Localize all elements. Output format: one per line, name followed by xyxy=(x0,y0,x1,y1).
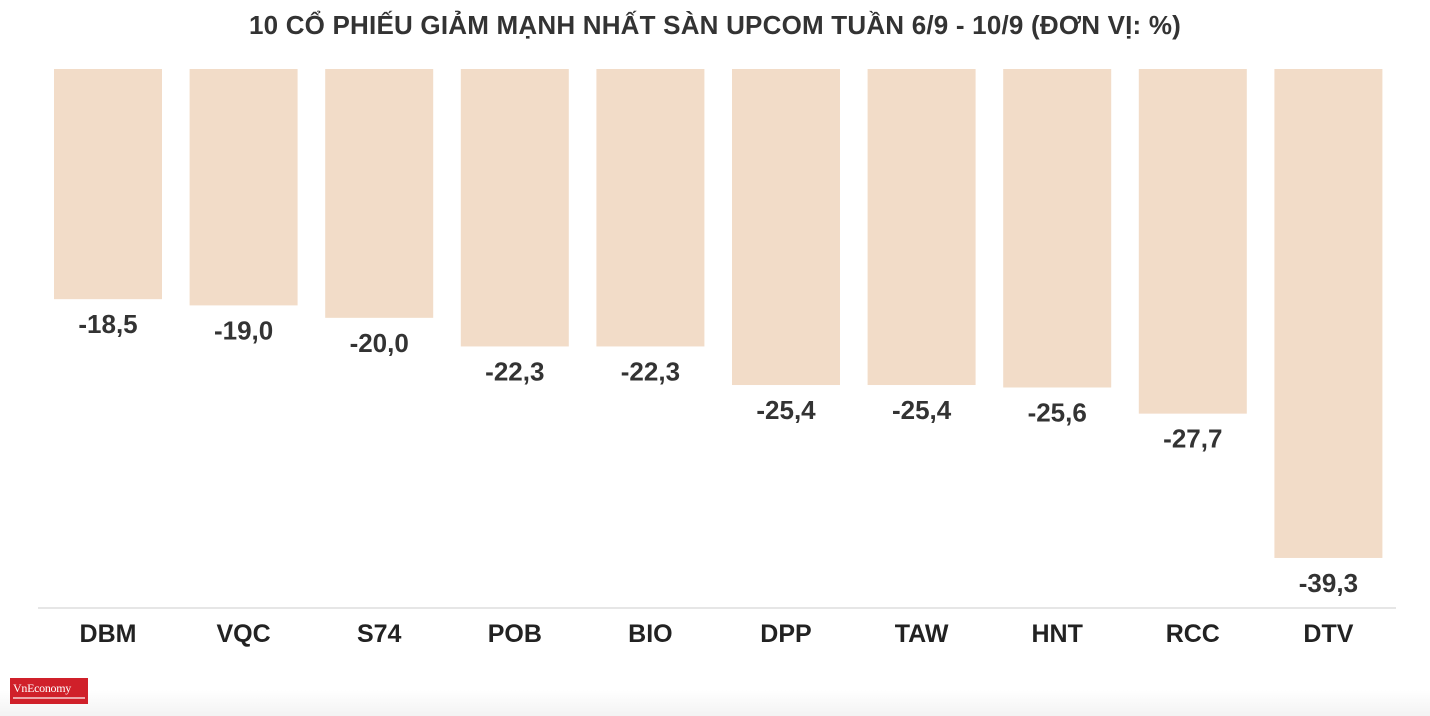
category-labels-group: DBM VQC S74 POB BIO DPP TAW HNT RCC DTV xyxy=(80,620,1354,648)
logo-tagline-line xyxy=(13,697,85,699)
bar-s74 xyxy=(325,69,434,318)
category-label-hnt: HNT xyxy=(1032,620,1083,648)
bar-dtv xyxy=(1274,69,1383,558)
value-label-rcc: -27,7 xyxy=(1163,424,1222,454)
category-label-dbm: DBM xyxy=(80,620,137,648)
bars-group xyxy=(54,69,1383,558)
value-label-taw: -25,4 xyxy=(892,395,952,425)
category-label-rcc: RCC xyxy=(1166,620,1220,648)
bar-rcc xyxy=(1138,69,1247,414)
value-label-dpp: -25,4 xyxy=(756,395,816,425)
bottom-fade xyxy=(0,690,1430,716)
bar-pob xyxy=(460,69,569,347)
value-label-s74: -20,0 xyxy=(350,328,409,358)
category-label-dtv: DTV xyxy=(1303,620,1353,648)
logo-text: VnEconomy xyxy=(13,681,71,695)
chart-title: 10 CỔ PHIẾU GIẢM MẠNH NHẤT SÀN UPCOM TUẦ… xyxy=(248,10,1182,40)
category-label-vqc: VQC xyxy=(217,620,271,648)
value-label-dbm: -18,5 xyxy=(78,309,137,339)
value-label-bio: -22,3 xyxy=(621,356,680,386)
value-label-hnt: -25,6 xyxy=(1028,398,1087,428)
bar-hnt xyxy=(1003,69,1112,388)
value-label-pob: -22,3 xyxy=(485,356,544,386)
bar-dpp xyxy=(732,69,840,386)
value-labels-group: -18,5 -19,0 -20,0 -22,3 -22,3 -25,4 -25,4 -25,6… xyxy=(78,309,1358,598)
bar-dbm xyxy=(54,69,162,300)
category-label-dpp: DPP xyxy=(760,620,811,648)
value-label-vqc: -19,0 xyxy=(214,315,273,345)
category-label-taw: TAW xyxy=(895,620,949,648)
bar-taw xyxy=(867,69,976,386)
category-label-bio: BIO xyxy=(628,620,672,648)
bar-vqc xyxy=(189,69,298,306)
category-label-pob: POB xyxy=(488,620,542,648)
vneconomy-logo: VnEconomy xyxy=(10,678,88,704)
bar-bio xyxy=(596,69,705,347)
category-label-s74: S74 xyxy=(357,620,402,648)
value-label-dtv: -39,3 xyxy=(1299,568,1358,598)
